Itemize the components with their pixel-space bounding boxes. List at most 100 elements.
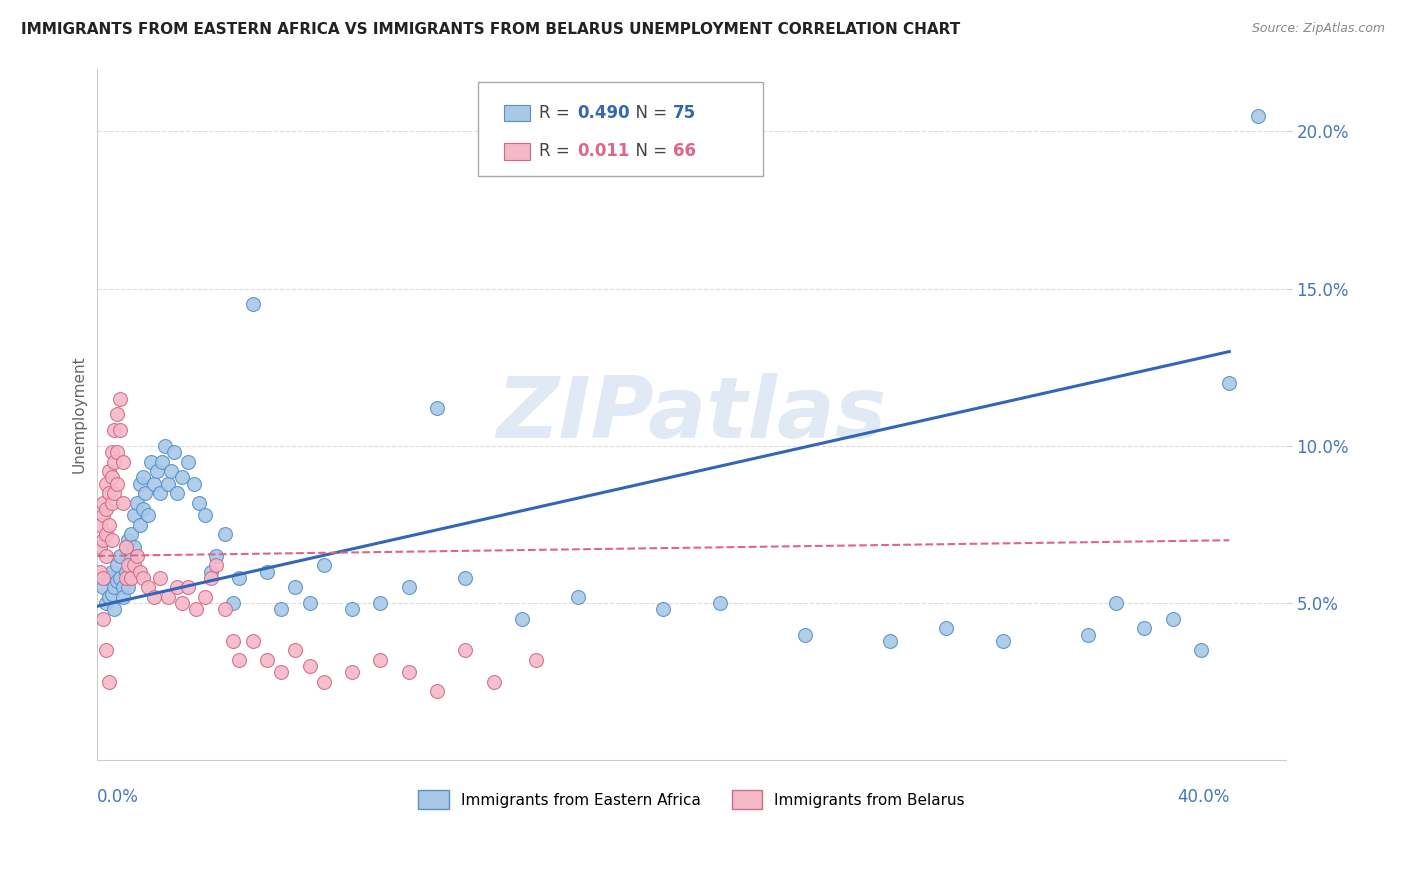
Point (222, 633, 245, 648)
Point (136, 508, 159, 522)
Point (370, 653, 392, 667)
Text: 0.490: 0.490 (578, 104, 630, 122)
FancyBboxPatch shape (503, 143, 530, 160)
Point (200, 571, 222, 585)
Point (122, 508, 145, 522)
Point (108, 571, 131, 585)
Point (91, 612, 114, 626)
Point (284, 581, 307, 595)
Point (103, 486, 125, 500)
Point (242, 297, 264, 311)
Point (94, 643, 117, 657)
Point (426, 684, 449, 698)
Point (1189, 643, 1212, 657)
Point (105, 476, 128, 491)
Point (177, 581, 200, 595)
FancyBboxPatch shape (503, 105, 530, 121)
Text: N =: N = (626, 143, 672, 161)
Point (157, 590, 180, 604)
Point (100, 565, 122, 579)
Point (105, 558, 128, 573)
Point (298, 596, 321, 610)
Point (214, 602, 236, 616)
Point (298, 659, 321, 673)
Point (128, 565, 150, 579)
Text: 66: 66 (672, 143, 696, 161)
Point (200, 565, 222, 579)
Point (142, 476, 165, 491)
Text: ZIPatlas: ZIPatlas (496, 373, 887, 456)
Point (117, 581, 139, 595)
Point (131, 501, 153, 516)
Text: R =: R = (540, 143, 575, 161)
Point (567, 590, 589, 604)
Point (117, 533, 139, 548)
Point (270, 665, 292, 680)
Y-axis label: Unemployment: Unemployment (72, 356, 86, 474)
Point (426, 401, 449, 416)
Point (111, 495, 134, 509)
Text: IMMIGRANTS FROM EASTERN AFRICA VS IMMIGRANTS FROM BELARUS UNEMPLOYMENT CORRELATI: IMMIGRANTS FROM EASTERN AFRICA VS IMMIGR… (21, 22, 960, 37)
Point (242, 633, 264, 648)
Point (205, 558, 228, 573)
Point (454, 643, 477, 657)
Point (94, 596, 117, 610)
Point (1161, 612, 1184, 626)
Text: 0.011: 0.011 (578, 143, 630, 161)
Point (183, 476, 205, 491)
Point (139, 455, 162, 469)
Point (1077, 627, 1099, 641)
Point (105, 445, 128, 459)
Point (510, 612, 533, 626)
Point (136, 581, 159, 595)
Point (214, 527, 236, 541)
Point (134, 486, 156, 500)
Point (935, 621, 957, 635)
Point (1218, 376, 1240, 390)
Point (89, 517, 111, 532)
Point (166, 581, 188, 595)
Point (114, 540, 136, 554)
Point (454, 571, 477, 585)
Point (131, 470, 153, 484)
Point (91, 533, 114, 548)
Point (108, 423, 131, 437)
Point (398, 581, 420, 595)
Point (146, 464, 169, 478)
Point (398, 665, 420, 680)
Point (149, 486, 172, 500)
Point (1105, 596, 1128, 610)
Point (114, 540, 136, 554)
Point (105, 574, 128, 588)
Point (256, 653, 278, 667)
Point (270, 602, 292, 616)
Point (186, 602, 208, 616)
Point (991, 633, 1014, 648)
Point (1133, 621, 1156, 635)
Text: R =: R = (540, 104, 575, 122)
Point (312, 674, 335, 689)
Text: 40.0%: 40.0% (1177, 788, 1229, 806)
Point (91, 571, 114, 585)
Point (97, 486, 120, 500)
Point (100, 495, 122, 509)
Point (114, 565, 136, 579)
Point (163, 445, 186, 459)
Point (97, 571, 120, 585)
Point (370, 596, 392, 610)
Point (142, 590, 165, 604)
Point (793, 627, 815, 641)
Point (91, 495, 114, 509)
Point (1246, 109, 1268, 123)
Point (108, 549, 131, 563)
Point (103, 581, 125, 595)
Point (152, 455, 174, 469)
Point (97, 464, 120, 478)
Point (228, 571, 250, 585)
Point (194, 508, 217, 522)
Point (652, 602, 675, 616)
Point (524, 653, 547, 667)
Point (284, 643, 307, 657)
Point (97, 674, 120, 689)
Legend: Immigrants from Eastern Africa, Immigrants from Belarus: Immigrants from Eastern Africa, Immigran… (412, 784, 972, 815)
